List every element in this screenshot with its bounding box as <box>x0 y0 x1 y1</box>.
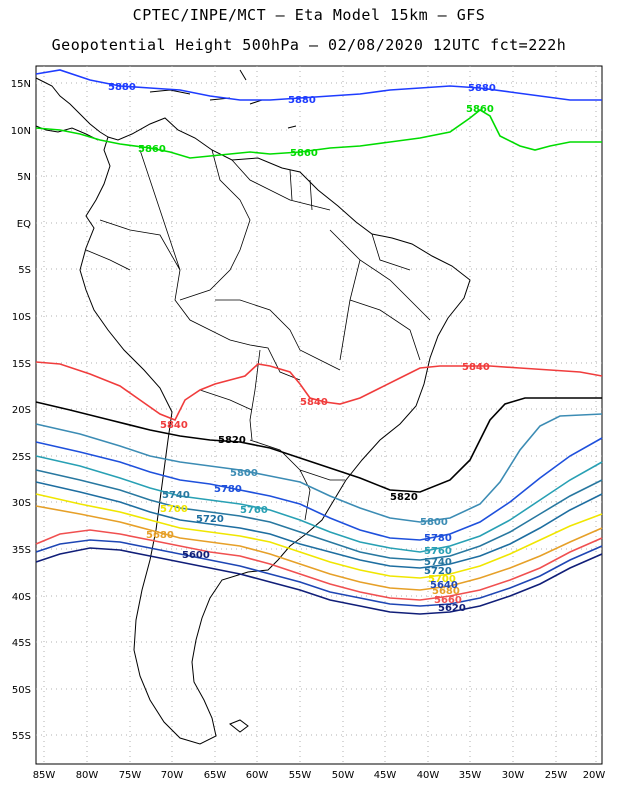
contour-label-5760-a: 5760 <box>240 505 268 516</box>
contour-label-5860-c: 5860 <box>466 104 494 115</box>
lat-label-5n: 5N <box>17 172 31 183</box>
contour-line-5640 <box>35 539 603 607</box>
contour-label-5780-a: 5780 <box>214 484 242 495</box>
lat-label-20s: 20S <box>12 405 31 416</box>
contour-label-5840-c: 5840 <box>462 362 490 373</box>
contour-label-5760-b: 5760 <box>424 546 452 557</box>
contour-label-5800-b: 5800 <box>420 517 448 528</box>
lon-label-55w: 55W <box>289 770 312 781</box>
contour-label-5700-a: 5700 <box>160 504 188 515</box>
lon-label-85w: 85W <box>33 770 56 781</box>
lon-label-40w: 40W <box>417 770 440 781</box>
lon-label-65w: 65W <box>204 770 227 781</box>
contour-label-5860-b: 5860 <box>290 148 318 159</box>
contour-label-5680-b: 5680 <box>432 586 460 597</box>
lon-label-70w: 70W <box>161 770 184 781</box>
lat-label-15s: 15S <box>12 359 31 370</box>
contour-label-5680-a: 5680 <box>146 530 174 541</box>
contour-label-5800-a: 5800 <box>230 468 258 479</box>
contour-line-5880 <box>35 69 602 101</box>
falkland-islands <box>229 719 249 733</box>
graticule <box>36 66 602 764</box>
contour-label-5880-b: 5880 <box>288 95 316 106</box>
contour-label-5720-b: 5720 <box>424 566 452 577</box>
lat-label-45s: 45S <box>12 638 31 649</box>
title-line-2: Geopotential Height 500hPa – 02/08/2020 … <box>51 36 567 54</box>
lat-label-40s: 40S <box>12 592 31 603</box>
contour-label-5880-a: 5880 <box>108 82 136 93</box>
contour-label-5780-b: 5780 <box>424 533 452 544</box>
contour-line-5820 <box>35 397 602 493</box>
contour-label-5600: 5600 <box>182 550 210 561</box>
contour-line-5840 <box>35 361 603 422</box>
contour-label-5720-a: 5720 <box>196 514 224 525</box>
contour-line-5680 <box>35 505 603 591</box>
lon-label-50w: 50W <box>332 770 355 781</box>
lon-label-80w: 80W <box>76 770 99 781</box>
coastlines <box>35 69 471 745</box>
contour-line-5740 <box>35 469 603 561</box>
contour-label-5740-b: 5740 <box>424 557 452 568</box>
contour-label-5700-b: 5700 <box>428 574 456 585</box>
lat-label-30s: 30S <box>12 498 31 509</box>
contour-line-5700 <box>35 493 603 579</box>
longitude-labels: 85W 80W 75W 70W 65W 60W 55W 50W 45W 40W … <box>33 770 606 781</box>
lat-label-10s: 10S <box>12 312 31 323</box>
contour-line-5780 <box>35 437 603 541</box>
latitude-labels: 15N 10N 5N EQ 5S 10S 15S 20S 25S 30S 35S… <box>11 79 31 742</box>
contour-line-5860 <box>35 109 602 159</box>
central-america-coast <box>35 77 109 141</box>
lon-label-75w: 75W <box>119 770 142 781</box>
contour-line-5760 <box>35 455 603 553</box>
lat-label-35s: 35S <box>12 545 31 556</box>
lat-label-25s: 25S <box>12 452 31 463</box>
contour-line-5800 <box>35 413 603 523</box>
lon-label-45w: 45W <box>374 770 397 781</box>
contour-label-5820-a: 5820 <box>218 435 246 446</box>
map-frame <box>35 65 603 765</box>
country-borders <box>85 149 431 521</box>
contour-label-5640: 5640 <box>430 580 458 591</box>
contour-label-5840-b: 5840 <box>300 397 328 408</box>
lat-label-55s: 55S <box>12 731 31 742</box>
lat-label-15n: 15N <box>11 79 31 90</box>
contour-label-5880-c: 5880 <box>468 83 496 94</box>
contour-labels: 5880 5880 5880 5860 5860 5860 5840 5840 … <box>108 82 496 614</box>
lon-label-60w: 60W <box>246 770 269 781</box>
contour-label-5840-a: 5840 <box>160 420 188 431</box>
contour-label-5860-a: 5860 <box>138 144 166 155</box>
contour-label-5740-a: 5740 <box>162 490 190 501</box>
lon-label-25w: 25W <box>545 770 568 781</box>
lon-label-30w: 30W <box>502 770 525 781</box>
contour-line-5600 <box>35 547 603 615</box>
contour-line-5660 <box>35 529 603 601</box>
lat-label-10n: 10N <box>11 126 31 137</box>
lat-label-50s: 50S <box>12 685 31 696</box>
contour-label-5820-b: 5820 <box>390 492 418 503</box>
contour-lines <box>35 69 603 615</box>
lon-label-20w: 20W <box>583 770 606 781</box>
title-line-1: CPTEC/INPE/MCT – Eta Model 15km – GFS <box>132 6 486 24</box>
contour-line-5720 <box>35 481 603 569</box>
south-america-coast <box>79 117 471 745</box>
contour-label-5620: 5620 <box>438 603 466 614</box>
contour-label-5660: 5660 <box>434 595 462 606</box>
lon-label-35w: 35W <box>459 770 482 781</box>
lat-label-5s: 5S <box>18 265 31 276</box>
lat-label-eq: EQ <box>17 219 31 230</box>
